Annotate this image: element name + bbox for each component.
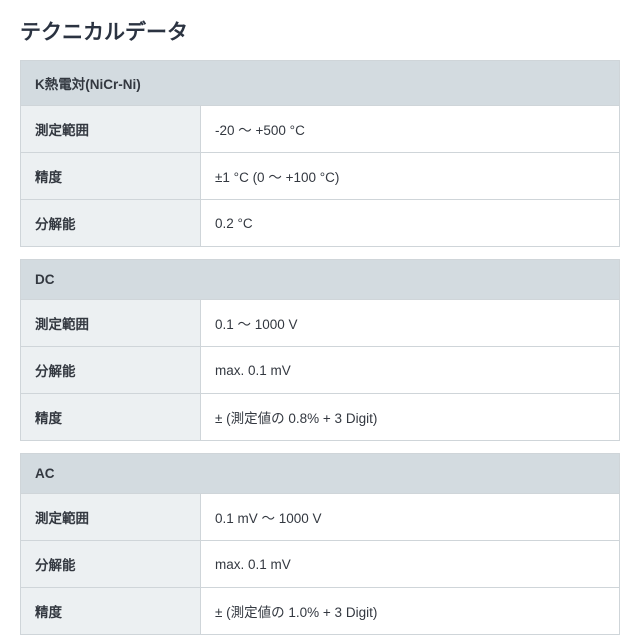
spec-label: 精度 <box>21 588 201 635</box>
page-title: テクニカルデータ <box>20 16 620 46</box>
spec-value: ±1 °C (0 ～ +100 °C) <box>201 153 620 200</box>
spec-value: -20 ～ +500 °C <box>201 106 620 153</box>
spec-value: 0.1 mV ～ 1000 V <box>201 494 620 541</box>
section-header: AC <box>21 454 620 494</box>
table-row: 分解能 0.2 °C <box>21 200 620 247</box>
spec-table-ac: AC 測定範囲 0.1 mV ～ 1000 V 分解能 max. 0.1 mV … <box>20 453 620 635</box>
spec-label: 精度 <box>21 153 201 200</box>
table-row: 精度 ± (測定値の 1.0% + 3 Digit) <box>21 588 620 635</box>
spec-label: 精度 <box>21 394 201 441</box>
spec-label: 分解能 <box>21 347 201 394</box>
spec-label: 測定範囲 <box>21 106 201 153</box>
spec-value: ± (測定値の 0.8% + 3 Digit) <box>201 394 620 441</box>
table-row: 分解能 max. 0.1 mV <box>21 541 620 588</box>
table-row: 測定範囲 0.1 ～ 1000 V <box>21 300 620 347</box>
spec-label: 測定範囲 <box>21 494 201 541</box>
spec-value: 0.2 °C <box>201 200 620 247</box>
spec-value: max. 0.1 mV <box>201 347 620 394</box>
spec-label: 分解能 <box>21 541 201 588</box>
section-header: DC <box>21 260 620 300</box>
table-row: 測定範囲 -20 ～ +500 °C <box>21 106 620 153</box>
spec-value: 0.1 ～ 1000 V <box>201 300 620 347</box>
table-row: 測定範囲 0.1 mV ～ 1000 V <box>21 494 620 541</box>
spec-table-dc: DC 測定範囲 0.1 ～ 1000 V 分解能 max. 0.1 mV 精度 … <box>20 259 620 441</box>
spec-label: 測定範囲 <box>21 300 201 347</box>
spec-table-thermocouple: K熱電対(NiCr-Ni) 測定範囲 -20 ～ +500 °C 精度 ±1 °… <box>20 60 620 247</box>
table-row: 精度 ± (測定値の 0.8% + 3 Digit) <box>21 394 620 441</box>
table-row: 精度 ±1 °C (0 ～ +100 °C) <box>21 153 620 200</box>
table-row: 分解能 max. 0.1 mV <box>21 347 620 394</box>
spec-value: ± (測定値の 1.0% + 3 Digit) <box>201 588 620 635</box>
section-header: K熱電対(NiCr-Ni) <box>21 61 620 106</box>
spec-value: max. 0.1 mV <box>201 541 620 588</box>
spec-label: 分解能 <box>21 200 201 247</box>
